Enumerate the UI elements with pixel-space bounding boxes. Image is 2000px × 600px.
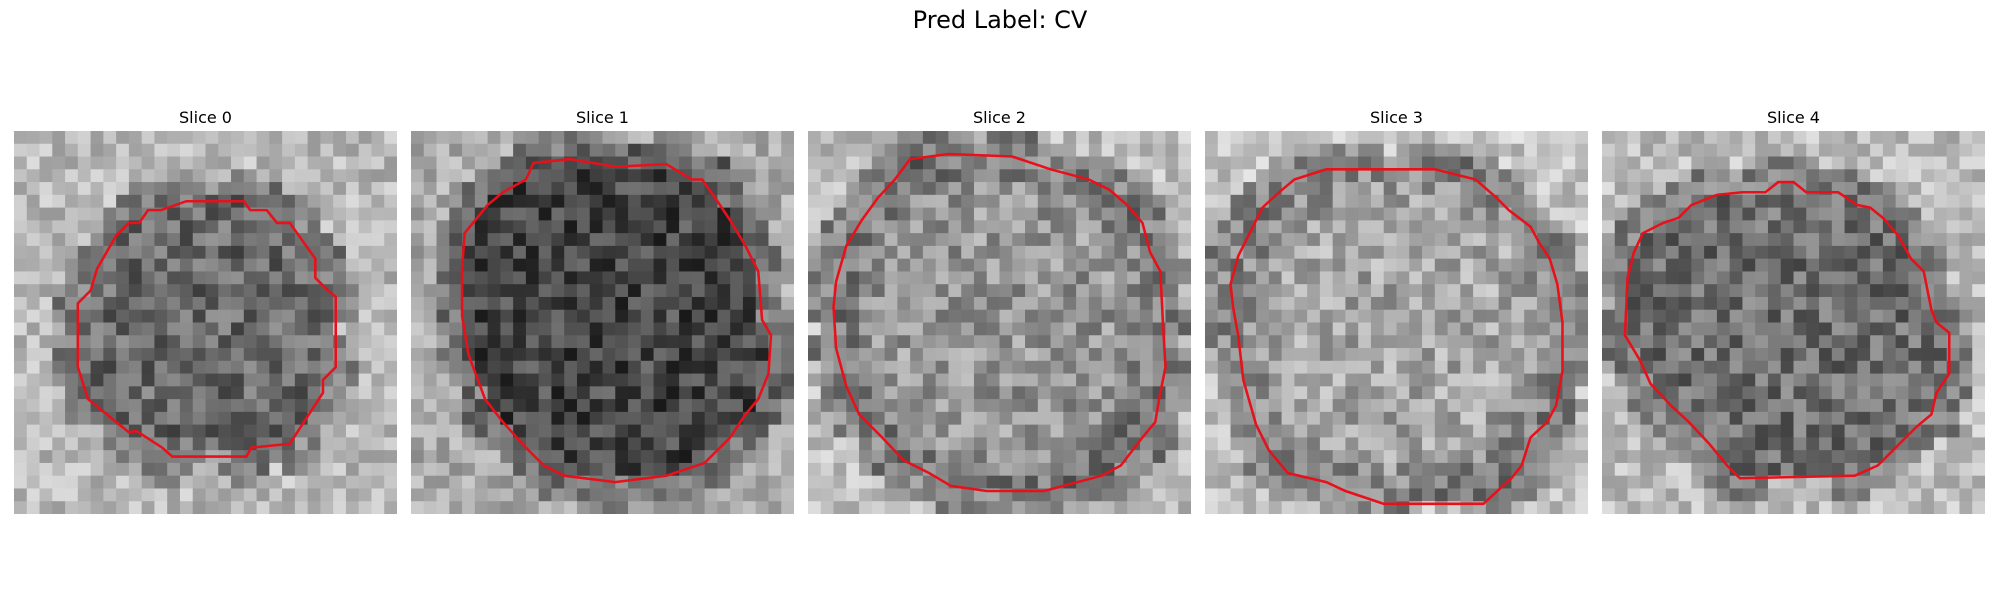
- slice-image: [14, 131, 397, 514]
- slice-title: Slice 4: [1767, 108, 1820, 127]
- slice-panel-0: Slice 0: [14, 105, 397, 514]
- slice-image: [1205, 131, 1588, 514]
- slice-title: Slice 2: [973, 108, 1026, 127]
- figure-title: Pred Label: CV: [912, 6, 1088, 34]
- prediction-contour: [76, 199, 337, 458]
- slice-title: Slice 0: [179, 108, 232, 127]
- prediction-contour: [1229, 168, 1564, 506]
- slice-image: [1602, 131, 1985, 514]
- slice-image: [411, 131, 794, 514]
- slice-panel-4: Slice 4: [1602, 105, 1985, 514]
- prediction-contour: [832, 152, 1167, 493]
- slice-panel-1: Slice 1: [411, 105, 794, 514]
- slice-panel-2: Slice 2: [808, 105, 1191, 514]
- prediction-contour: [1623, 180, 1951, 480]
- slice-title: Slice 3: [1370, 108, 1423, 127]
- slice-title: Slice 1: [576, 108, 629, 127]
- slice-image: [808, 131, 1191, 514]
- slice-panel-3: Slice 3: [1205, 105, 1588, 514]
- prediction-contour: [460, 157, 773, 484]
